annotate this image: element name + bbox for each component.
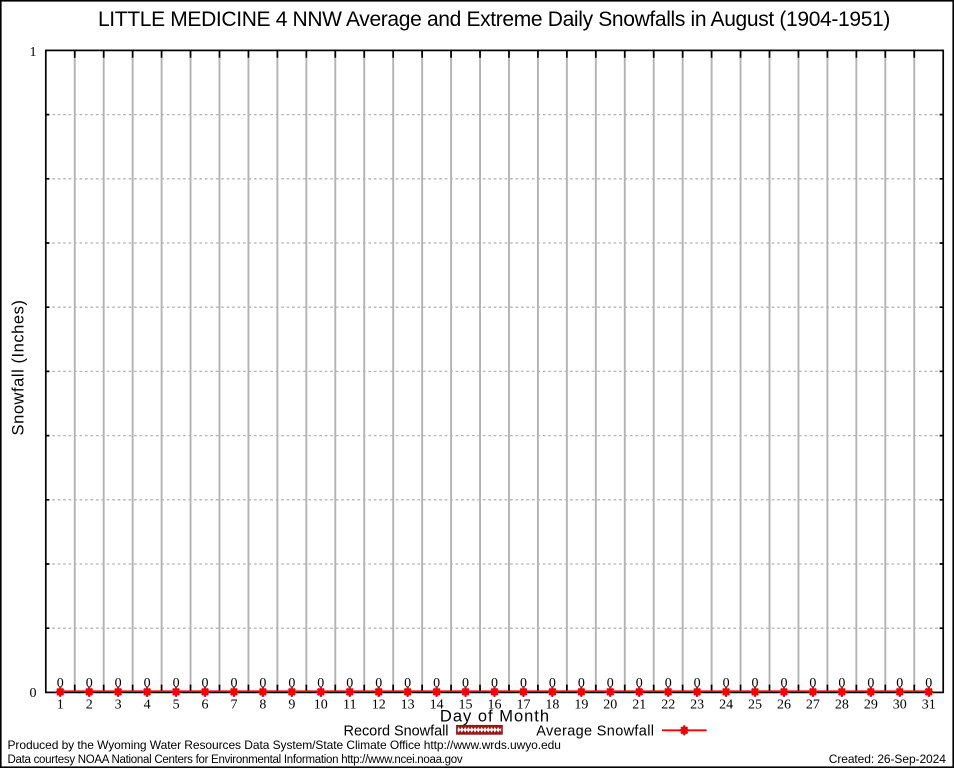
svg-text:2: 2: [86, 698, 93, 713]
svg-text:0: 0: [230, 676, 237, 691]
svg-text:1: 1: [57, 698, 64, 713]
svg-text:26: 26: [777, 698, 791, 713]
svg-text:0: 0: [144, 676, 151, 691]
svg-text:19: 19: [574, 698, 588, 713]
svg-text:30: 30: [893, 698, 907, 713]
svg-text:0: 0: [867, 676, 874, 691]
svg-text:15: 15: [459, 698, 473, 713]
svg-text:4: 4: [144, 698, 151, 713]
svg-text:0: 0: [809, 676, 816, 691]
svg-text:0: 0: [925, 676, 932, 691]
svg-text:10: 10: [314, 698, 328, 713]
svg-text:6: 6: [202, 698, 209, 713]
svg-text:0: 0: [404, 676, 411, 691]
svg-text:0: 0: [30, 686, 37, 701]
svg-text:28: 28: [835, 698, 849, 713]
svg-text:0: 0: [173, 676, 180, 691]
svg-text:5: 5: [173, 698, 180, 713]
svg-text:23: 23: [690, 698, 704, 713]
svg-text:20: 20: [603, 698, 617, 713]
svg-text:16: 16: [488, 698, 502, 713]
svg-text:1: 1: [30, 45, 37, 60]
svg-text:Snowfall (Inches): Snowfall (Inches): [10, 300, 28, 436]
svg-text:11: 11: [343, 698, 356, 713]
svg-text:LITTLE MEDICINE 4 NNW Average: LITTLE MEDICINE 4 NNW Average and Extrem…: [98, 8, 890, 31]
svg-text:0: 0: [752, 676, 759, 691]
svg-text:0: 0: [723, 676, 730, 691]
svg-text:0: 0: [838, 676, 845, 691]
svg-text:0: 0: [520, 676, 527, 691]
svg-text:7: 7: [230, 698, 237, 713]
svg-text:0: 0: [578, 676, 585, 691]
svg-text:8: 8: [259, 698, 266, 713]
svg-text:0: 0: [115, 676, 122, 691]
svg-text:Day of Month: Day of Month: [440, 707, 550, 725]
svg-text:0: 0: [780, 676, 787, 691]
svg-text:17: 17: [516, 698, 530, 713]
svg-text:0: 0: [375, 676, 382, 691]
svg-text:29: 29: [864, 698, 878, 713]
svg-text:0: 0: [433, 676, 440, 691]
svg-text:0: 0: [288, 676, 295, 691]
svg-text:0: 0: [549, 676, 556, 691]
svg-text:0: 0: [57, 676, 64, 691]
svg-text:13: 13: [401, 698, 415, 713]
svg-text:0: 0: [607, 676, 614, 691]
svg-text:0: 0: [462, 676, 469, 691]
svg-text:12: 12: [372, 698, 386, 713]
svg-text:0: 0: [896, 676, 903, 691]
svg-text:14: 14: [430, 698, 444, 713]
svg-text:0: 0: [86, 676, 93, 691]
svg-text:22: 22: [661, 698, 675, 713]
svg-text:0: 0: [259, 676, 266, 691]
svg-text:25: 25: [748, 698, 762, 713]
svg-text:0: 0: [317, 676, 324, 691]
svg-text:Created: 26-Sep-2024: Created: 26-Sep-2024: [829, 752, 946, 766]
svg-text:Record Snowfall: Record Snowfall: [344, 723, 449, 739]
svg-text:0: 0: [636, 676, 643, 691]
svg-text:Produced by the Wyoming Water: Produced by the Wyoming Water Resources …: [8, 738, 561, 752]
svg-text:9: 9: [288, 698, 295, 713]
svg-text:24: 24: [719, 698, 733, 713]
svg-text:0: 0: [346, 676, 353, 691]
svg-text:Data courtesy NOAA National Ce: Data courtesy NOAA National Centers for …: [8, 754, 463, 766]
svg-text:27: 27: [806, 698, 820, 713]
svg-text:21: 21: [632, 698, 646, 713]
svg-text:0: 0: [202, 676, 209, 691]
svg-text:18: 18: [545, 698, 559, 713]
svg-text:Average Snowfall: Average Snowfall: [536, 723, 654, 739]
svg-text:0: 0: [491, 676, 498, 691]
svg-text:31: 31: [922, 698, 936, 713]
svg-text:0: 0: [665, 676, 672, 691]
svg-text:0: 0: [694, 676, 701, 691]
svg-text:3: 3: [115, 698, 122, 713]
